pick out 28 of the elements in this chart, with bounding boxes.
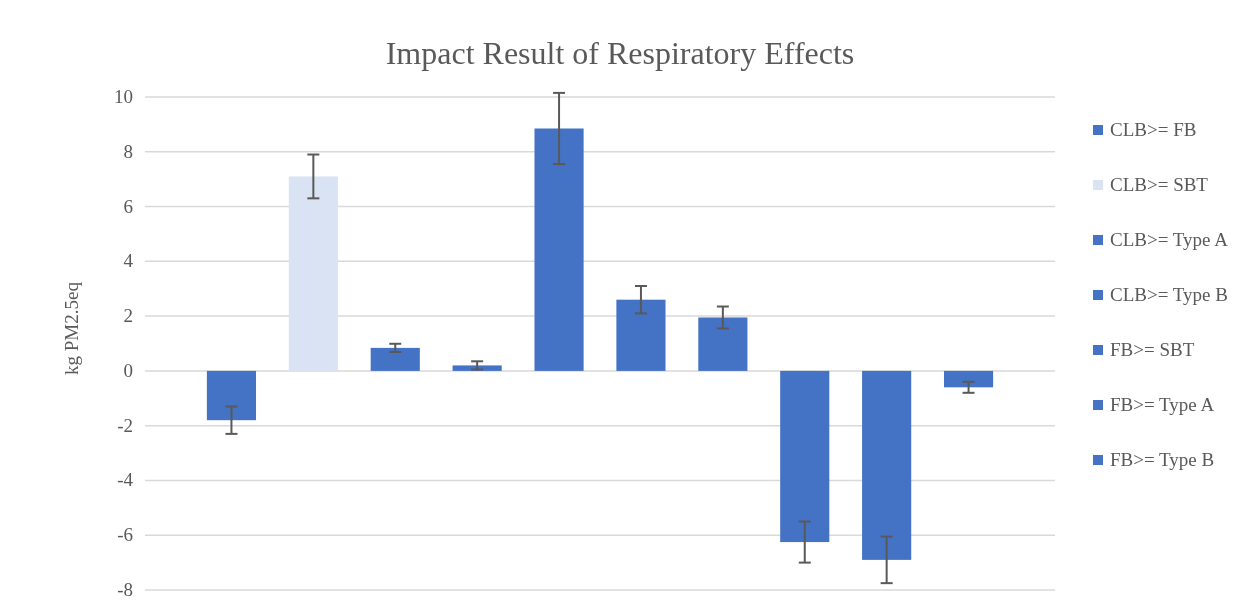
y-tick-label: 10 <box>114 86 133 107</box>
y-tick-label: -8 <box>117 579 133 600</box>
bar <box>698 317 748 371</box>
y-tick-label: 6 <box>123 195 133 217</box>
legend-label: CLB>= Type B <box>1110 284 1228 305</box>
y-tick-label: 0 <box>123 359 133 381</box>
legend-label: CLB>= Type A <box>1110 229 1229 250</box>
bar <box>616 299 666 371</box>
bar <box>288 176 338 371</box>
y-tick-label: 2 <box>123 305 133 327</box>
bar <box>943 370 994 388</box>
bar <box>862 370 912 560</box>
y-tick-label: 4 <box>123 250 134 272</box>
y-tick-label: 8 <box>123 140 133 162</box>
y-tick-label: -2 <box>117 414 133 436</box>
legend-label: FB>= Type A <box>1110 394 1215 415</box>
chart-title: Impact Result of Respiratory Effects <box>385 35 855 71</box>
legend-label: CLB>= SBT <box>1110 174 1209 195</box>
legend-label: CLB>= FB <box>1110 119 1197 140</box>
bar <box>780 370 830 543</box>
bar <box>206 370 257 421</box>
y-tick-label: -4 <box>117 469 134 491</box>
bar <box>370 347 420 371</box>
legend-label: FB>= SBT <box>1110 339 1195 360</box>
legend-label: FB>= Type B <box>1110 449 1215 470</box>
y-tick-label: -6 <box>117 524 133 546</box>
bar <box>534 128 584 371</box>
y-axis-title: kg PM2.5eq <box>61 281 82 375</box>
